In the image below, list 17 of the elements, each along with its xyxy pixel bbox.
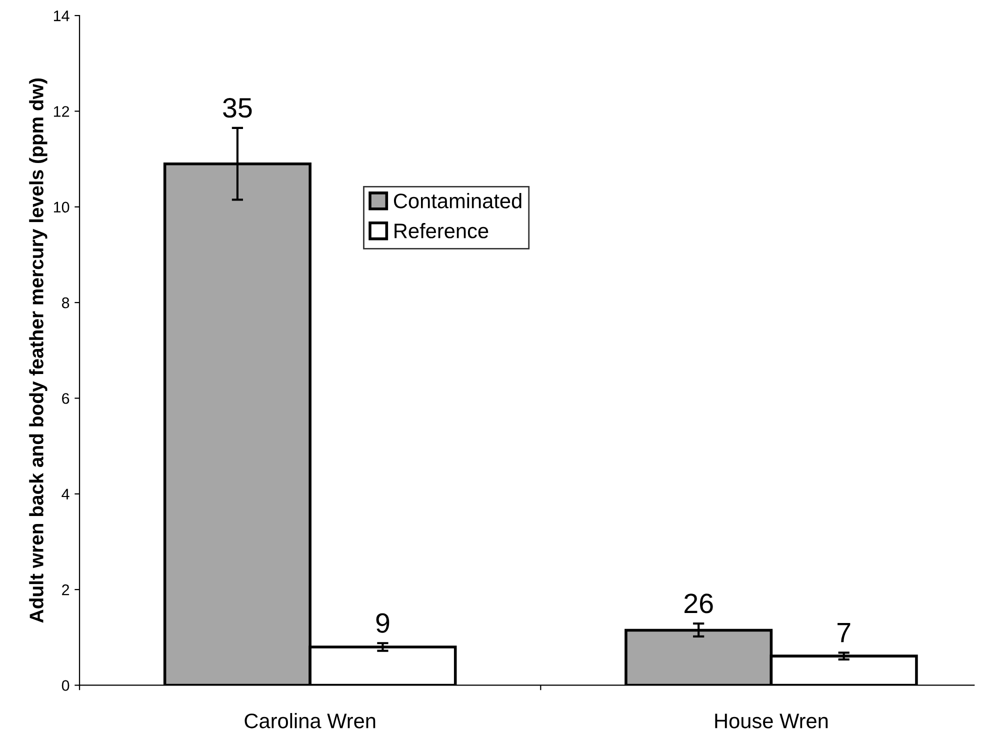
y-axis-title: Adult wren back and body feather mercury levels (ppm dw) xyxy=(29,78,48,623)
y-tick-label: 0 xyxy=(62,680,70,691)
legend-label: Reference xyxy=(394,223,488,238)
y-tick-label: 4 xyxy=(62,488,70,500)
legend-label: Contaminated xyxy=(394,193,522,208)
y-tick-label: 12 xyxy=(54,106,70,117)
x-tick-label: Carolina Wren xyxy=(244,713,376,728)
annotation: 7 xyxy=(838,623,850,642)
y-tick-label: 6 xyxy=(62,393,70,404)
annotation: 9 xyxy=(376,613,390,633)
y-tick-label: 2 xyxy=(62,584,70,596)
x-tick-label: House Wren xyxy=(715,714,828,728)
y-tick-label: 10 xyxy=(54,202,70,213)
annotation: 26 xyxy=(684,594,713,614)
y-tick-label: 14 xyxy=(54,10,70,22)
y-tick-label: 8 xyxy=(62,297,70,308)
annotation: 35 xyxy=(223,98,252,118)
